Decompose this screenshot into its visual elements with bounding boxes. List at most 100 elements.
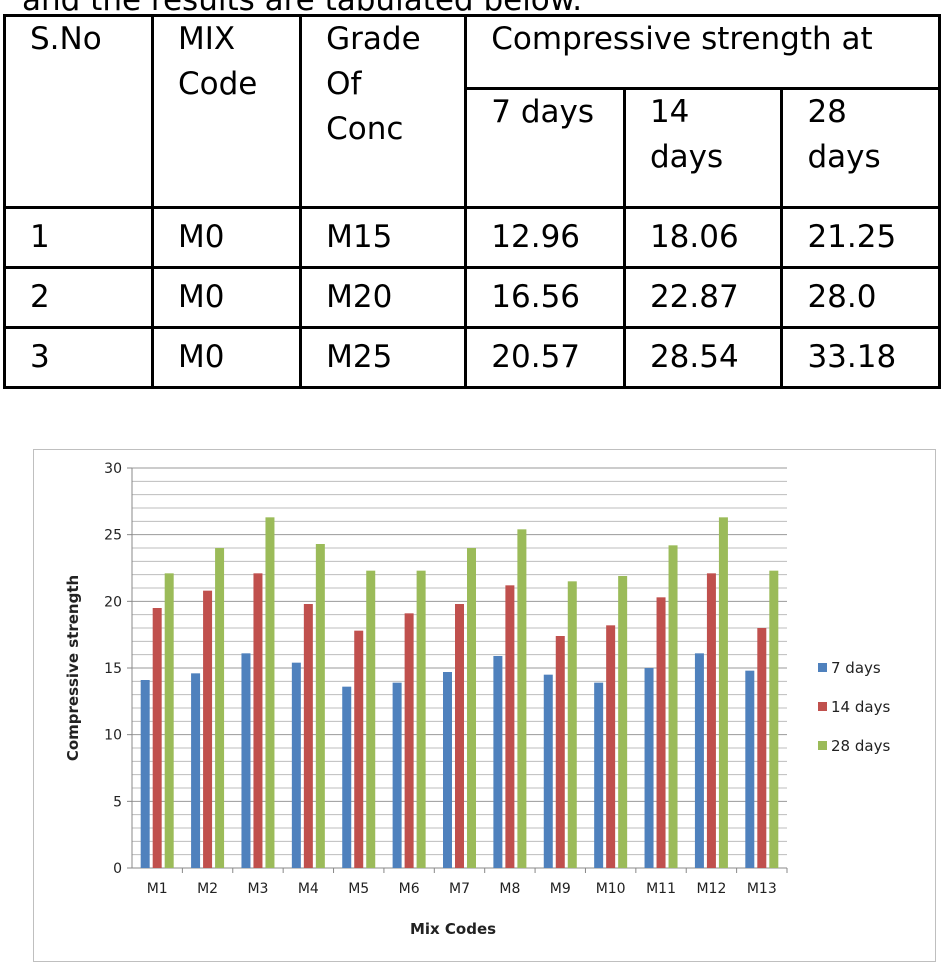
bar bbox=[416, 570, 426, 868]
bar bbox=[606, 625, 616, 868]
header-mix-code: MIX Code bbox=[150, 14, 303, 209]
bar bbox=[140, 680, 150, 868]
table-cell: 2 bbox=[3, 266, 154, 329]
bar bbox=[706, 573, 716, 868]
bar bbox=[555, 636, 565, 868]
legend-swatch bbox=[818, 741, 827, 750]
header-row-1: S.No MIX Code Grade Of Conc Compressive … bbox=[3, 14, 941, 209]
table-cell: 33.18 bbox=[780, 326, 941, 389]
x-tick-label: M12 bbox=[696, 881, 726, 897]
bar bbox=[253, 573, 263, 868]
x-tick-label: M5 bbox=[348, 881, 369, 897]
y-tick-label: 20 bbox=[104, 594, 122, 610]
header-7-days: 7 days bbox=[464, 87, 626, 209]
header-grade-line-2: Of bbox=[326, 66, 362, 102]
table-row: 2 M0 M20 16.56 22.87 28.0 bbox=[3, 266, 941, 329]
table-cell: M15 bbox=[299, 206, 468, 269]
table-row: 1 M0 M15 12.96 18.06 21.25 bbox=[3, 206, 941, 269]
bar bbox=[745, 670, 755, 868]
x-tick-label: M1 bbox=[147, 881, 168, 897]
y-tick-label: 25 bbox=[104, 528, 122, 544]
header-grade-line-3: Conc bbox=[326, 111, 404, 147]
legend-label: 14 days bbox=[831, 698, 890, 716]
bar bbox=[241, 653, 251, 868]
x-tick-label: M10 bbox=[596, 881, 626, 897]
x-tick-label: M3 bbox=[247, 881, 268, 897]
header-row-2: 7 days 14 days 28 days bbox=[5, 87, 941, 209]
table-cell: M0 bbox=[150, 266, 303, 329]
legend-swatch bbox=[818, 702, 827, 711]
table-cell: M20 bbox=[299, 266, 468, 329]
bar bbox=[769, 570, 779, 868]
header-grade: Grade Of Conc bbox=[299, 14, 468, 209]
header-14-line-2: days bbox=[649, 139, 724, 175]
bar bbox=[303, 604, 313, 868]
x-tick-label: M6 bbox=[399, 881, 420, 897]
bar bbox=[656, 597, 666, 868]
bar bbox=[265, 517, 275, 868]
bar bbox=[315, 544, 325, 868]
x-tick-label: M8 bbox=[499, 881, 520, 897]
bar bbox=[517, 529, 527, 868]
bar bbox=[618, 576, 628, 868]
header-28-days: 28 days bbox=[780, 87, 941, 209]
bar-chart: 0 5 10 15 20 25 30 M1 M2 M3 M4 M5 M6 M7 M8 M9 M10 M11 M12 M… bbox=[64, 461, 890, 938]
chart-container: 0 5 10 15 20 25 30 M1 M2 M3 M4 M5 M6 M7 M8 M9 M10 M11 M12 M… bbox=[33, 449, 936, 962]
results-table: S.No MIX Code Grade Of Conc Compressive … bbox=[3, 14, 941, 389]
table-cell: 1 bbox=[3, 206, 154, 269]
x-tick-label: M13 bbox=[747, 881, 777, 897]
legend-swatch bbox=[818, 663, 827, 672]
bar bbox=[342, 686, 352, 868]
x-tick-label: M7 bbox=[449, 881, 470, 897]
table-cell: 16.56 bbox=[464, 266, 626, 329]
x-tick-label: M9 bbox=[550, 881, 571, 897]
table-cell: 21.25 bbox=[780, 206, 941, 269]
bar bbox=[567, 581, 577, 868]
bar bbox=[493, 656, 503, 868]
table-cell: M0 bbox=[150, 326, 303, 389]
bar bbox=[191, 673, 201, 868]
y-tick-label: 30 bbox=[104, 461, 122, 477]
bar bbox=[404, 613, 414, 868]
table-cell: 3 bbox=[3, 326, 154, 389]
header-28-line-1: 28 bbox=[807, 94, 847, 130]
intro-text: and the results are tabulated below. bbox=[22, 0, 583, 18]
x-tick-label: M11 bbox=[646, 881, 676, 897]
bar bbox=[718, 517, 728, 868]
bar bbox=[505, 585, 515, 868]
table-cell: 20.57 bbox=[464, 326, 626, 389]
bar bbox=[757, 628, 767, 868]
bar bbox=[543, 674, 553, 868]
bar bbox=[203, 590, 213, 868]
bar bbox=[164, 573, 174, 868]
y-tick-label: 15 bbox=[104, 661, 122, 677]
bar bbox=[354, 630, 364, 868]
table-cell: 28.54 bbox=[622, 326, 784, 389]
header-sno: S.No bbox=[3, 14, 154, 209]
legend-label: 28 days bbox=[831, 737, 890, 755]
bar bbox=[215, 548, 225, 868]
bar bbox=[668, 545, 678, 868]
bar bbox=[443, 672, 452, 868]
table-cell: M0 bbox=[150, 206, 303, 269]
table-cell: 22.87 bbox=[622, 266, 784, 329]
header-mix-line-1: MIX bbox=[178, 21, 236, 57]
bar bbox=[644, 668, 654, 868]
header-grade-line-1: Grade bbox=[326, 21, 421, 57]
table-cell: M25 bbox=[299, 326, 468, 389]
y-tick-label: 0 bbox=[113, 861, 122, 877]
table-row: 3 M0 M25 20.57 28.54 33.18 bbox=[3, 326, 941, 389]
header-14-line-1: 14 bbox=[649, 94, 690, 130]
bar bbox=[366, 570, 376, 868]
table-cell: 12.96 bbox=[464, 206, 626, 269]
bar bbox=[594, 682, 604, 868]
bar bbox=[291, 662, 301, 868]
header-14-days: 14 days bbox=[622, 87, 784, 209]
y-tick-label: 10 bbox=[104, 728, 122, 744]
x-tick-label: M2 bbox=[197, 881, 218, 897]
table-cell: 18.06 bbox=[622, 206, 784, 269]
bar bbox=[455, 604, 464, 868]
x-axis-title: Mix Codes bbox=[410, 920, 496, 938]
bar bbox=[467, 548, 476, 868]
table-cell: 28.0 bbox=[780, 266, 941, 329]
